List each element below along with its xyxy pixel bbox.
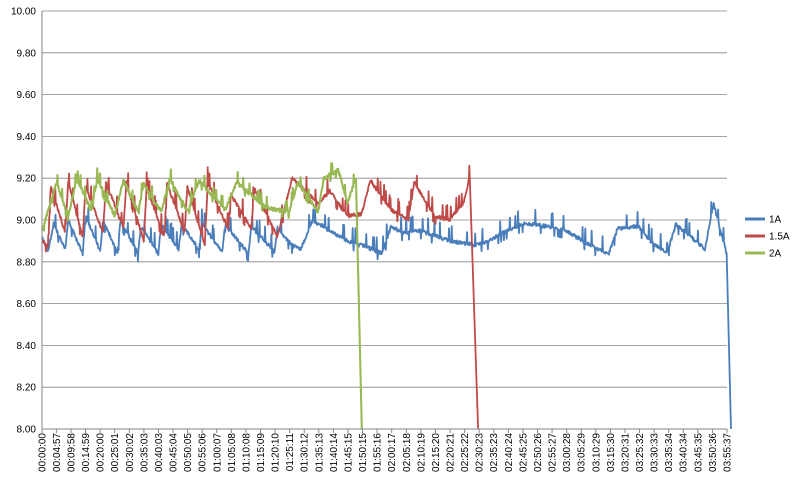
x-tick-label: 01:40:14 (329, 433, 340, 472)
legend-label-1.5A: 1.5A (769, 232, 790, 243)
x-tick-label: 01:55:16 (373, 433, 384, 472)
x-tick-label: 02:45:25 (518, 433, 529, 472)
y-tick-label: 9.20 (17, 174, 37, 185)
y-tick-label: 10.00 (11, 7, 36, 18)
x-tick-label: 02:10:19 (416, 433, 427, 472)
x-tick-label: 00:20:00 (96, 433, 107, 472)
y-tick-label: 9.60 (17, 90, 37, 101)
x-tick-label: 01:20:10 (271, 433, 282, 472)
gridlines (42, 10, 727, 430)
x-tick-label: 02:05:18 (402, 433, 413, 472)
x-tick-label: 02:30:23 (475, 433, 486, 472)
x-tick-label: 02:25:22 (460, 433, 471, 472)
x-tick-label: 03:15:30 (606, 433, 617, 472)
x-tick-label: 02:35:23 (489, 433, 500, 472)
legend: 1A 1.5A 2A (745, 215, 790, 260)
y-tick-label: 8.80 (17, 257, 37, 268)
x-tick-label: 00:25:01 (110, 433, 121, 472)
x-tick-label: 03:00:28 (562, 433, 573, 472)
legend-label-2A: 2A (769, 249, 782, 260)
y-tick-label: 9.40 (17, 132, 37, 143)
x-tick-label: 01:50:15 (358, 433, 369, 472)
x-tick-label: 02:20:21 (446, 433, 457, 472)
x-tick-label: 03:45:35 (693, 433, 704, 472)
x-tick-label: 02:55:27 (548, 433, 559, 472)
x-tick-label: 02:40:24 (504, 433, 515, 472)
y-tick-label: 9.00 (17, 216, 37, 227)
x-tick-label: 03:10:29 (591, 433, 602, 472)
y-tick-label: 8.20 (17, 383, 37, 394)
x-tick-label: 00:09:58 (66, 433, 77, 472)
x-tick-label: 03:25:32 (635, 433, 646, 472)
y-tick-label: 8.00 (17, 425, 37, 436)
y-tick-label: 9.80 (17, 48, 37, 59)
y-tick-label: 8.60 (17, 299, 37, 310)
x-tick-label: 01:05:08 (227, 433, 238, 472)
legend-label-1A: 1A (769, 215, 782, 226)
x-tick-label: 00:45:04 (169, 433, 180, 472)
y-tick-label: 8.40 (17, 341, 37, 352)
x-tick-label: 03:20:31 (620, 433, 631, 472)
x-tick-label: 01:45:15 (343, 433, 354, 472)
x-tick-label: 00:04:57 (52, 433, 63, 472)
x-tick-label: 00:00:00 (38, 433, 49, 472)
x-tick-label: 00:35:03 (139, 433, 150, 472)
x-tick-label: 01:15:09 (256, 433, 267, 472)
x-tick-label: 00:50:05 (183, 433, 194, 472)
x-tick-label: 03:55:37 (723, 433, 734, 472)
x-tick-label: 01:35:13 (314, 433, 325, 472)
series-line-2A (40, 162, 363, 430)
x-tick-label: 00:30:02 (125, 433, 136, 472)
x-tick-label: 02:00:17 (387, 433, 398, 472)
x-tick-label: 03:30:33 (650, 433, 661, 472)
x-tick-label: 01:30:12 (300, 433, 311, 472)
x-tick-label: 03:50:36 (708, 433, 719, 472)
axes (41, 11, 728, 433)
x-tick-label: 03:35:34 (664, 433, 675, 472)
x-tick-label: 02:50:26 (533, 433, 544, 472)
x-tick-label: 01:00:07 (212, 433, 223, 472)
x-tick-label: 03:40:34 (679, 433, 690, 472)
y-axis-tick-labels: 8.00 8.20 8.40 8.60 8.80 9.00 9.20 9.40 9.60 9.80… (11, 7, 36, 436)
x-tick-label: 03:05:29 (577, 433, 588, 472)
x-tick-label: 00:40:03 (154, 433, 165, 472)
x-tick-label: 00:14:59 (81, 433, 92, 472)
x-axis-tick-labels: 00:00:00 00:04:57 00:09:58 00:14:59 00:20:00… (38, 433, 734, 472)
x-tick-label: 01:25:11 (285, 433, 296, 472)
plot-series (40, 162, 732, 430)
x-tick-label: 02:15:20 (431, 433, 442, 472)
x-tick-label: 00:55:06 (198, 433, 209, 472)
x-tick-label: 01:10:08 (241, 433, 252, 472)
series-line-1A (41, 201, 732, 430)
